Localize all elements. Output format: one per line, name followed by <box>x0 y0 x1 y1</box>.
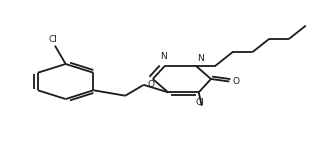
Text: Cl: Cl <box>196 98 205 107</box>
Text: N: N <box>160 52 167 62</box>
Text: O: O <box>147 80 154 89</box>
Text: N: N <box>197 54 204 63</box>
Text: O: O <box>233 77 240 86</box>
Text: Cl: Cl <box>49 35 58 44</box>
